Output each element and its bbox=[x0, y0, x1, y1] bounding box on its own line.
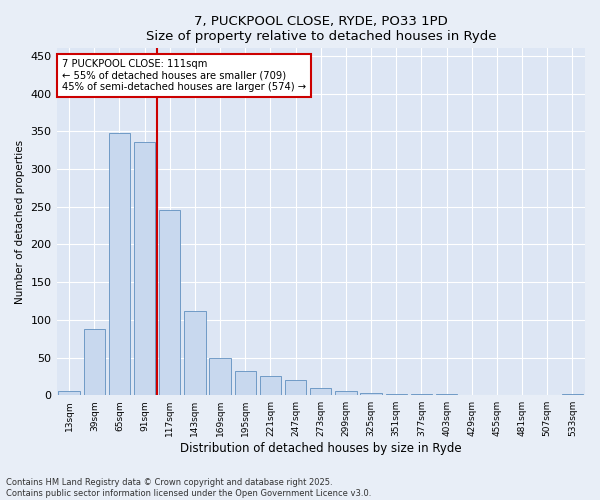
Bar bbox=[411, 394, 432, 395]
Bar bbox=[184, 311, 206, 395]
Bar bbox=[285, 380, 307, 395]
Bar bbox=[109, 133, 130, 395]
Bar bbox=[209, 358, 231, 395]
Bar bbox=[58, 390, 80, 395]
Text: 7 PUCKPOOL CLOSE: 111sqm
← 55% of detached houses are smaller (709)
45% of semi-: 7 PUCKPOOL CLOSE: 111sqm ← 55% of detach… bbox=[62, 58, 306, 92]
Bar bbox=[310, 388, 331, 395]
Bar bbox=[361, 393, 382, 395]
Bar bbox=[159, 210, 181, 395]
X-axis label: Distribution of detached houses by size in Ryde: Distribution of detached houses by size … bbox=[180, 442, 461, 455]
Bar bbox=[436, 394, 457, 395]
Bar bbox=[83, 329, 105, 395]
Bar bbox=[260, 376, 281, 395]
Bar bbox=[386, 394, 407, 395]
Bar bbox=[562, 394, 583, 395]
Bar bbox=[335, 392, 356, 395]
Bar bbox=[235, 371, 256, 395]
Text: Contains HM Land Registry data © Crown copyright and database right 2025.
Contai: Contains HM Land Registry data © Crown c… bbox=[6, 478, 371, 498]
Title: 7, PUCKPOOL CLOSE, RYDE, PO33 1PD
Size of property relative to detached houses i: 7, PUCKPOOL CLOSE, RYDE, PO33 1PD Size o… bbox=[146, 15, 496, 43]
Bar bbox=[134, 142, 155, 395]
Y-axis label: Number of detached properties: Number of detached properties bbox=[15, 140, 25, 304]
